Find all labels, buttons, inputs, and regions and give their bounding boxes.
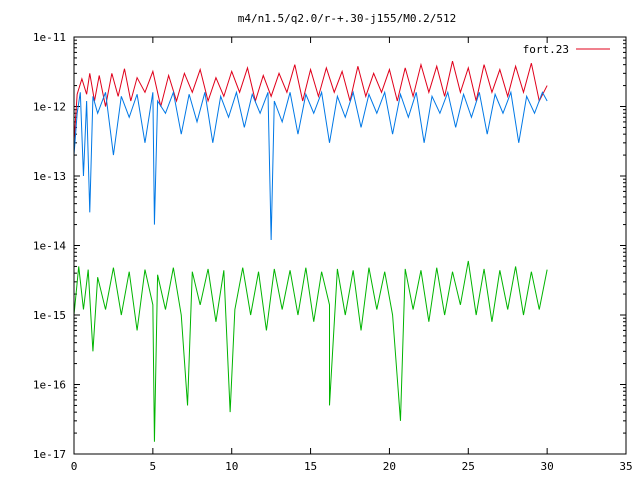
x-tick-label-6: 30 — [541, 460, 554, 473]
y-tick-label-1: 1e-16 — [33, 379, 66, 392]
series-line-1 — [73, 90, 548, 241]
y-tick-label-5: 1e-12 — [33, 101, 66, 114]
series-line-2 — [73, 260, 548, 442]
series-line-0 — [73, 60, 548, 143]
series-lines — [73, 60, 548, 442]
x-tick-label-5: 25 — [462, 460, 475, 473]
y-tick-label-2: 1e-15 — [33, 309, 66, 322]
x-tick-label-1: 5 — [150, 460, 157, 473]
y-tick-label-3: 1e-14 — [33, 240, 66, 253]
y-tick-label-0: 1e-17 — [33, 448, 66, 461]
x-tick-label-3: 15 — [304, 460, 317, 473]
legend: fort.23 — [523, 43, 610, 56]
axis-ticks: 0 5 10 15 20 25 30 35 1e-17 1e-16 1e-15 1e-14 1e-13 1… — [33, 31, 633, 473]
x-tick-label-7: 35 — [619, 460, 632, 473]
plot-frame — [73, 36, 627, 455]
legend-label: fort.23 — [523, 43, 569, 56]
x-tick-label-2: 10 — [225, 460, 238, 473]
y-tick-label-4: 1e-13 — [33, 170, 66, 183]
x-tick-label-4: 20 — [383, 460, 396, 473]
y-tick-label-6: 1e-11 — [33, 31, 66, 44]
x-tick-label-0: 0 — [71, 460, 78, 473]
chart-title: m4/n1.5/q2.0/r-+.30-j155/M0.2/512 — [238, 12, 457, 25]
